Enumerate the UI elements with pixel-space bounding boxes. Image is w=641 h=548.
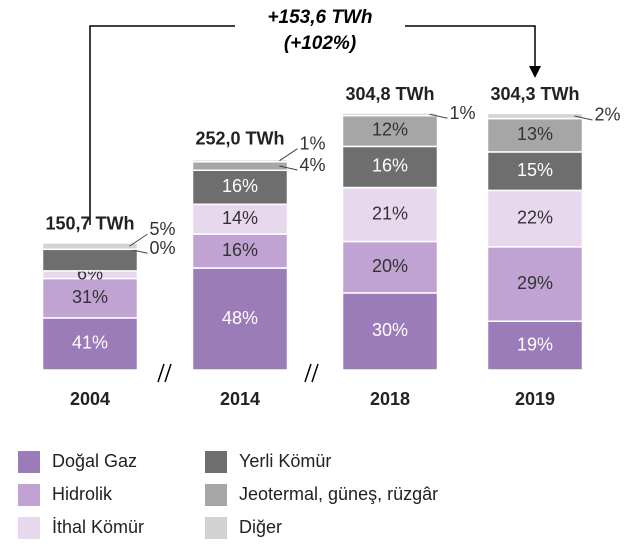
value-label: 16% [372, 156, 408, 176]
legend-label: Jeotermal, güneş, rüzgâr [239, 484, 438, 504]
value-label: 30% [372, 320, 408, 340]
bar-segment [41, 317, 139, 371]
axis-breaks [157, 363, 319, 383]
legend-label: İthal Kömür [52, 517, 144, 537]
value-label: 12% [372, 120, 408, 140]
total-label: 304,8 TWh [345, 84, 434, 104]
value-label: 1% [300, 133, 326, 153]
bar-segment [486, 246, 584, 323]
legend-label: Diğer [239, 517, 282, 537]
total-label: 150,7 TWh [45, 214, 134, 234]
leader-line [279, 165, 298, 171]
leader-line [279, 148, 298, 162]
legend-swatch [18, 451, 40, 473]
bar-segment [341, 112, 439, 117]
bar-segment [41, 277, 139, 319]
value-label: 2% [595, 105, 621, 125]
bar-segment [486, 189, 584, 248]
x-tick-label: 2014 [220, 389, 260, 409]
value-label: 14% [222, 208, 258, 228]
legend-swatch [205, 484, 227, 506]
bar-segment [341, 186, 439, 243]
bar-segment [341, 145, 439, 189]
value-label: 0% [150, 238, 176, 258]
value-label: 22% [517, 207, 553, 227]
x-tick-label: 2004 [70, 389, 110, 409]
legend-swatch [205, 451, 227, 473]
bracket-left [89, 25, 235, 225]
break-mark [164, 363, 172, 383]
value-label: 4% [300, 155, 326, 175]
bar-segment [486, 112, 584, 120]
annotation: (+102%) [284, 33, 356, 54]
break-mark [157, 363, 165, 383]
leader-line [574, 115, 593, 121]
value-label: 13% [517, 124, 553, 144]
leader-line [429, 113, 448, 119]
value-label: 20% [372, 256, 408, 276]
total-label: 252,0 TWh [195, 128, 284, 148]
value-label: 29% [517, 273, 553, 293]
bar-segment [486, 320, 584, 371]
annotation-bracket [89, 25, 536, 225]
value-label: 1% [450, 103, 476, 123]
value-label: 21% [372, 203, 408, 223]
legend-label: Yerli Kömür [239, 451, 331, 471]
legend-swatch [18, 484, 40, 506]
bar-segment [341, 292, 439, 371]
break-mark [304, 363, 312, 383]
value-label: 31% [72, 287, 108, 307]
value-label: 5% [150, 219, 176, 239]
bar-segment [191, 161, 289, 172]
bracket-right [405, 25, 536, 68]
bar-segment [486, 117, 584, 153]
value-label: 15% [517, 160, 553, 180]
bar-segment [191, 158, 289, 163]
value-label: 19% [517, 334, 553, 354]
x-tick-label: 2019 [515, 389, 555, 409]
break-mark [311, 363, 319, 383]
bar-segment [486, 151, 584, 192]
legend-swatch [205, 517, 227, 539]
value-label: 48% [222, 308, 258, 328]
bar-segment [41, 248, 139, 272]
total-label: 304,3 TWh [490, 84, 579, 104]
value-label: 16% [222, 176, 258, 196]
legend-swatch [18, 517, 40, 539]
legend-label: Doğal Gaz [52, 451, 137, 471]
annotation: +153,6 TWh [267, 7, 372, 28]
value-label: 16% [222, 240, 258, 260]
bar-segment [41, 242, 139, 251]
value-label: 41% [72, 333, 108, 353]
leader-line [129, 233, 148, 247]
legend-label: Hidrolik [52, 484, 113, 504]
x-tick-label: 2018 [370, 389, 410, 409]
arrow-head [529, 66, 541, 78]
